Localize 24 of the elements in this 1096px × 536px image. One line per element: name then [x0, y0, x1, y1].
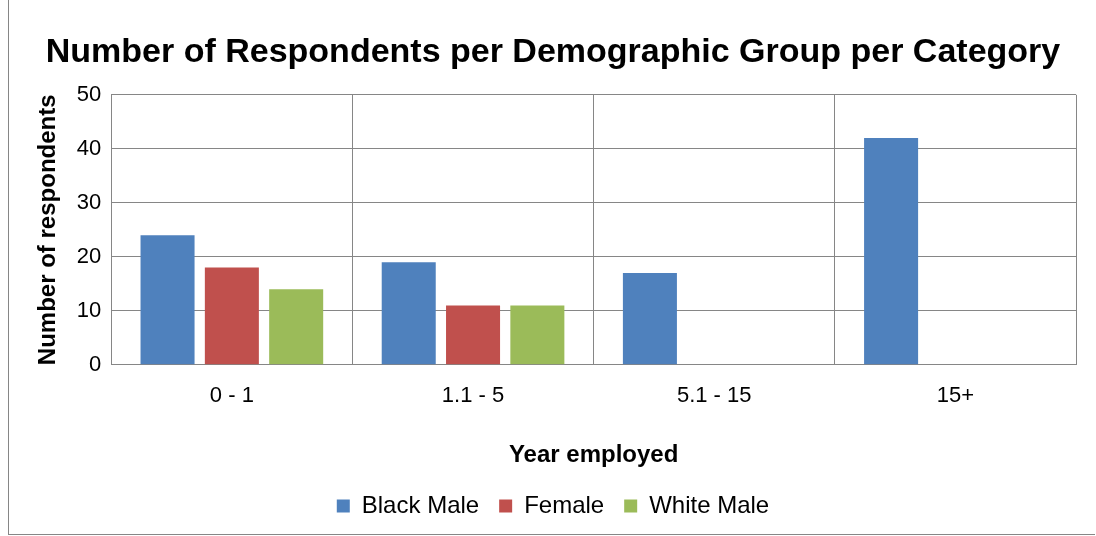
legend-label: Black Male [361, 490, 480, 518]
bar [864, 138, 919, 365]
legend-label: White Male [649, 490, 770, 518]
bar [269, 289, 324, 365]
bar [510, 305, 565, 365]
y-tick-label: 50 [76, 80, 102, 106]
y-tick-label: 40 [76, 134, 102, 160]
y-tick-label: 30 [76, 188, 102, 214]
x-axis-title: Year employed [508, 440, 679, 468]
bar [381, 262, 436, 365]
y-tick-label: 20 [76, 242, 102, 268]
bar [446, 305, 501, 365]
bar [204, 267, 259, 365]
x-tick-label: 5.1 - 15 [676, 382, 752, 408]
y-tick-label: 0 [89, 350, 102, 376]
y-axis-title: Number of respondents [33, 94, 61, 366]
y-tick-label: 10 [76, 296, 102, 322]
chart-title: Number of Respondents per Demographic Group per Category [45, 30, 1061, 69]
x-tick-label: 1.1 - 5 [441, 382, 505, 408]
x-tick-label: 15+ [936, 382, 975, 408]
legend-label: Female [524, 490, 605, 518]
bar [622, 273, 677, 365]
x-tick-label: 0 - 1 [209, 382, 254, 408]
bar [140, 235, 195, 365]
